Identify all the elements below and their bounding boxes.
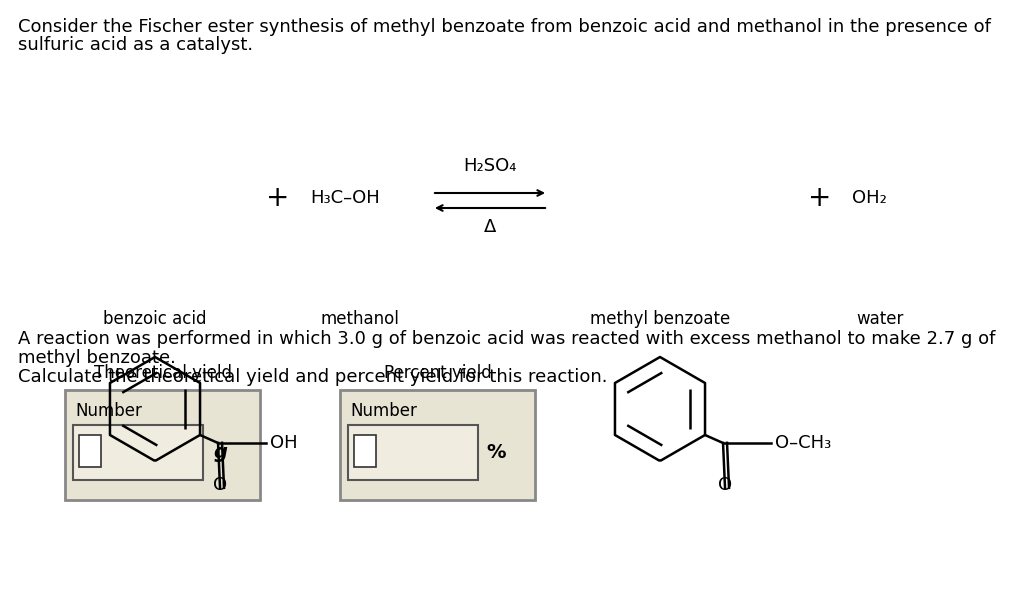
Text: +: + (266, 184, 290, 212)
FancyBboxPatch shape (340, 390, 535, 500)
Text: Number: Number (75, 402, 142, 420)
Text: O–CH₃: O–CH₃ (775, 434, 831, 452)
Text: methyl benzoate: methyl benzoate (590, 310, 730, 328)
Text: O: O (718, 476, 732, 494)
Text: Calculate the theoretical yield and percent yield for this reaction.: Calculate the theoretical yield and perc… (18, 368, 607, 386)
Text: Consider the Fischer ester synthesis of methyl benzoate from benzoic acid and me: Consider the Fischer ester synthesis of … (18, 18, 991, 36)
Text: O: O (213, 476, 227, 494)
Text: H₃C–OH: H₃C–OH (310, 189, 380, 207)
FancyBboxPatch shape (65, 390, 260, 500)
Text: methanol: methanol (321, 310, 399, 328)
FancyBboxPatch shape (73, 425, 203, 480)
Text: A reaction was performed in which 3.0 g of benzoic acid was reacted with excess : A reaction was performed in which 3.0 g … (18, 330, 995, 348)
Text: Δ: Δ (483, 218, 497, 236)
Text: g: g (214, 443, 228, 462)
Text: Number: Number (350, 402, 417, 420)
Text: sulfuric acid as a catalyst.: sulfuric acid as a catalyst. (18, 36, 253, 54)
FancyBboxPatch shape (79, 435, 101, 467)
FancyBboxPatch shape (348, 425, 478, 480)
Text: water: water (856, 310, 904, 328)
Text: methyl benzoate.: methyl benzoate. (18, 349, 176, 367)
Text: benzoic acid: benzoic acid (103, 310, 207, 328)
Text: OH₂: OH₂ (852, 189, 887, 207)
Text: Theoretical yield: Theoretical yield (93, 364, 231, 382)
Text: H₂SO₄: H₂SO₄ (463, 157, 517, 175)
Text: OH: OH (270, 434, 298, 452)
Text: +: + (808, 184, 831, 212)
Text: Percent yield: Percent yield (384, 364, 492, 382)
FancyBboxPatch shape (354, 435, 376, 467)
Text: %: % (486, 443, 506, 462)
